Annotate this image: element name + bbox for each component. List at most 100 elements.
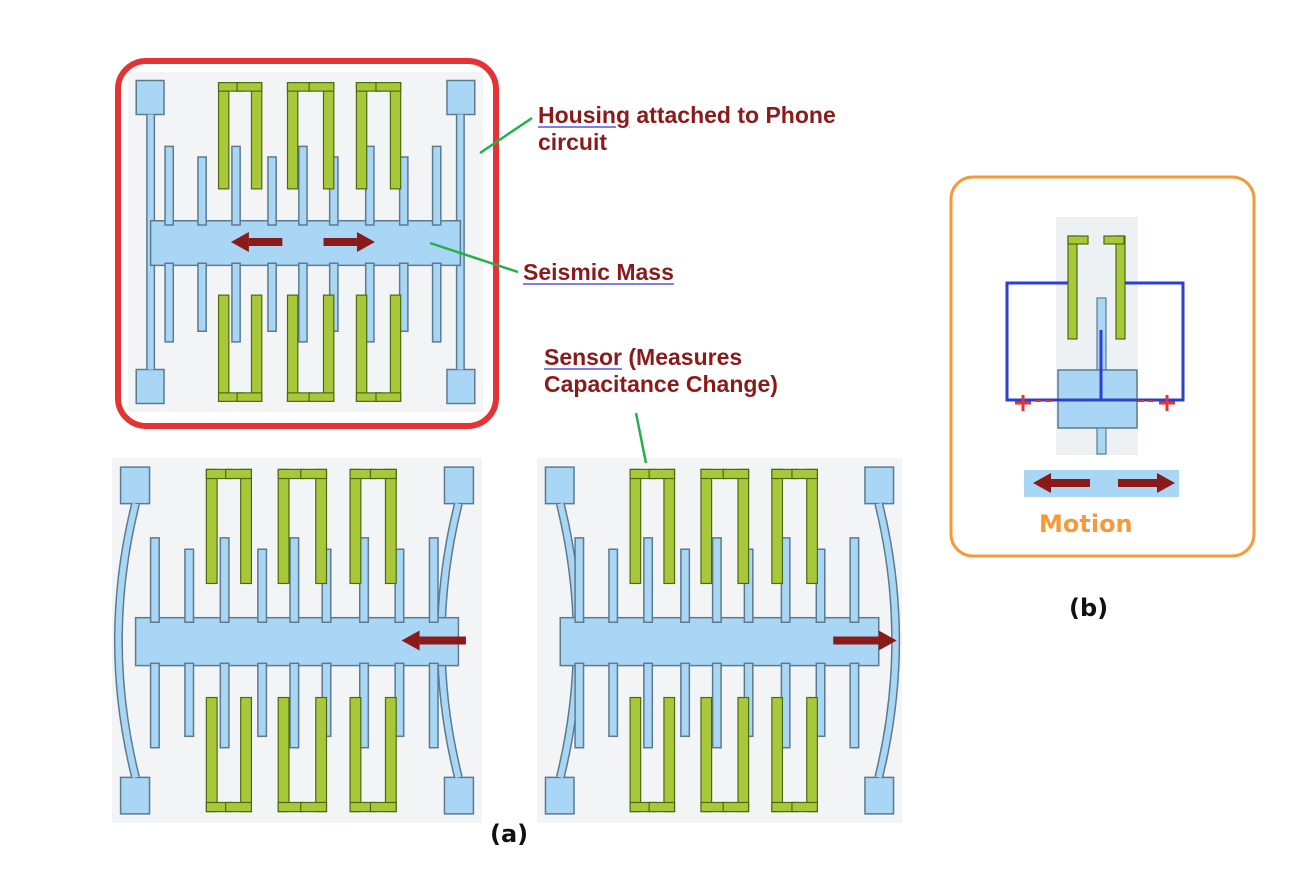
electrode-upper-cap — [369, 468, 397, 480]
comb-finger-lower — [219, 662, 230, 749]
comb-finger-lower — [574, 662, 585, 749]
electrode-lower — [389, 294, 402, 402]
electrode-upper — [240, 468, 253, 585]
comb-arm-lower — [257, 662, 268, 738]
electrode-left-cap — [1067, 235, 1089, 245]
plus-terminal-right — [1159, 395, 1175, 411]
spring — [115, 502, 139, 779]
electrode-upper — [737, 468, 750, 585]
arrow-right-head — [878, 630, 897, 651]
comb-finger-upper — [231, 145, 241, 226]
arrow-left-head — [401, 630, 420, 651]
electrode-lower — [322, 294, 335, 402]
anchor-pad — [135, 79, 165, 116]
comb-finger-lower — [149, 662, 160, 749]
comb-finger-lower — [298, 262, 308, 343]
comb-finger-upper — [643, 537, 654, 623]
arrow-right-shaft — [833, 636, 879, 645]
circuit-wire — [1005, 281, 1185, 402]
sensor-label: Sensor (Measures Capacitance Change) — [544, 344, 778, 398]
comb-finger-lower — [849, 662, 860, 749]
seismic-leader — [429, 241, 519, 274]
anchor-pad — [119, 776, 151, 815]
electrode-upper — [384, 468, 397, 585]
anchor-pad — [119, 466, 151, 505]
comb-finger-upper — [149, 537, 160, 623]
housing-label: Housing attached to Phone circuit — [538, 102, 836, 156]
comb-finger-lower — [164, 262, 175, 343]
electrode-upper — [389, 82, 402, 190]
electrode-upper — [355, 82, 368, 190]
electrode-lower — [205, 696, 218, 813]
anchor-pad — [135, 368, 165, 405]
comb-arm-lower — [680, 662, 691, 738]
comb-finger-upper — [431, 145, 442, 226]
housing-frame — [115, 58, 499, 429]
anchor-pad — [544, 466, 575, 505]
motion-arrow-right-shaft — [1118, 479, 1157, 487]
comb-finger-upper — [289, 537, 300, 623]
electrode-lower-cap — [648, 801, 676, 813]
electrode-lower — [355, 294, 368, 402]
electrode-upper — [286, 82, 299, 190]
electrode-lower-cap — [225, 801, 253, 813]
comb-arm-upper — [815, 548, 826, 623]
electrode-lower-cap — [236, 392, 263, 402]
electrode-right-cap — [1103, 235, 1125, 245]
electrode-lower-cap — [308, 392, 335, 402]
electrode-upper — [771, 468, 784, 585]
electrode-upper — [349, 468, 362, 585]
comb-arm-upper — [680, 548, 691, 623]
electrode-lower — [663, 696, 676, 813]
caption-a: (a) — [490, 820, 529, 848]
electrode-lower-cap — [700, 801, 727, 813]
electrode-lower — [737, 696, 750, 813]
electrode-lower — [384, 696, 397, 813]
caption-b: (b) — [1069, 594, 1109, 622]
housing-rest: attached to Phone — [630, 102, 836, 128]
comb-finger-upper — [164, 145, 175, 226]
arrow-right-head — [356, 232, 375, 252]
arrow-left-shaft — [248, 238, 283, 246]
electrode-upper-cap — [308, 82, 335, 92]
anchor-pad — [864, 776, 895, 815]
electrode-upper — [629, 468, 642, 585]
electrode-lower-cap — [369, 801, 397, 813]
seismic-mass-label: Seismic Mass — [523, 259, 674, 285]
electrode-upper-cap — [791, 468, 818, 480]
comb-finger-upper — [849, 537, 860, 623]
arrow-right-shaft — [323, 238, 357, 246]
electrode-lower — [240, 696, 253, 813]
sensor-unit-rest — [128, 72, 483, 412]
electrode-upper — [277, 468, 290, 585]
anchor-pad — [443, 466, 475, 505]
electrode-lower — [771, 696, 784, 813]
electrode-upper-cap — [236, 82, 263, 92]
electrode-lower-cap — [791, 801, 818, 813]
motion-arrow-left-shaft — [1051, 479, 1090, 487]
sensor-leader — [634, 412, 648, 464]
comb-arm-upper — [184, 548, 195, 623]
electrode-upper — [217, 82, 230, 190]
comb-finger-lower — [431, 262, 442, 343]
electrode-lower-cap — [277, 801, 305, 813]
comb-arm-lower — [267, 262, 277, 332]
electrode-lower-cap — [300, 801, 328, 813]
comb-finger-upper — [428, 537, 439, 623]
electrode-upper-cap — [700, 468, 727, 480]
motion-frame — [949, 175, 1256, 558]
electrode-lower — [700, 696, 713, 813]
electrode-lower — [277, 696, 290, 813]
electrode-upper — [806, 468, 818, 585]
electrode-lower — [349, 696, 362, 813]
electrode-lower — [629, 696, 642, 813]
electrode-upper-cap — [722, 468, 750, 480]
electrode-lower — [806, 696, 818, 813]
electrode-upper-cap — [648, 468, 676, 480]
comb-arm-lower — [184, 662, 195, 738]
comb-arm-upper — [398, 156, 409, 226]
comb-arm-upper — [608, 548, 619, 623]
housing-line2: circuit — [538, 129, 608, 155]
housing-leader — [479, 116, 533, 155]
electrode-lower — [315, 696, 328, 813]
